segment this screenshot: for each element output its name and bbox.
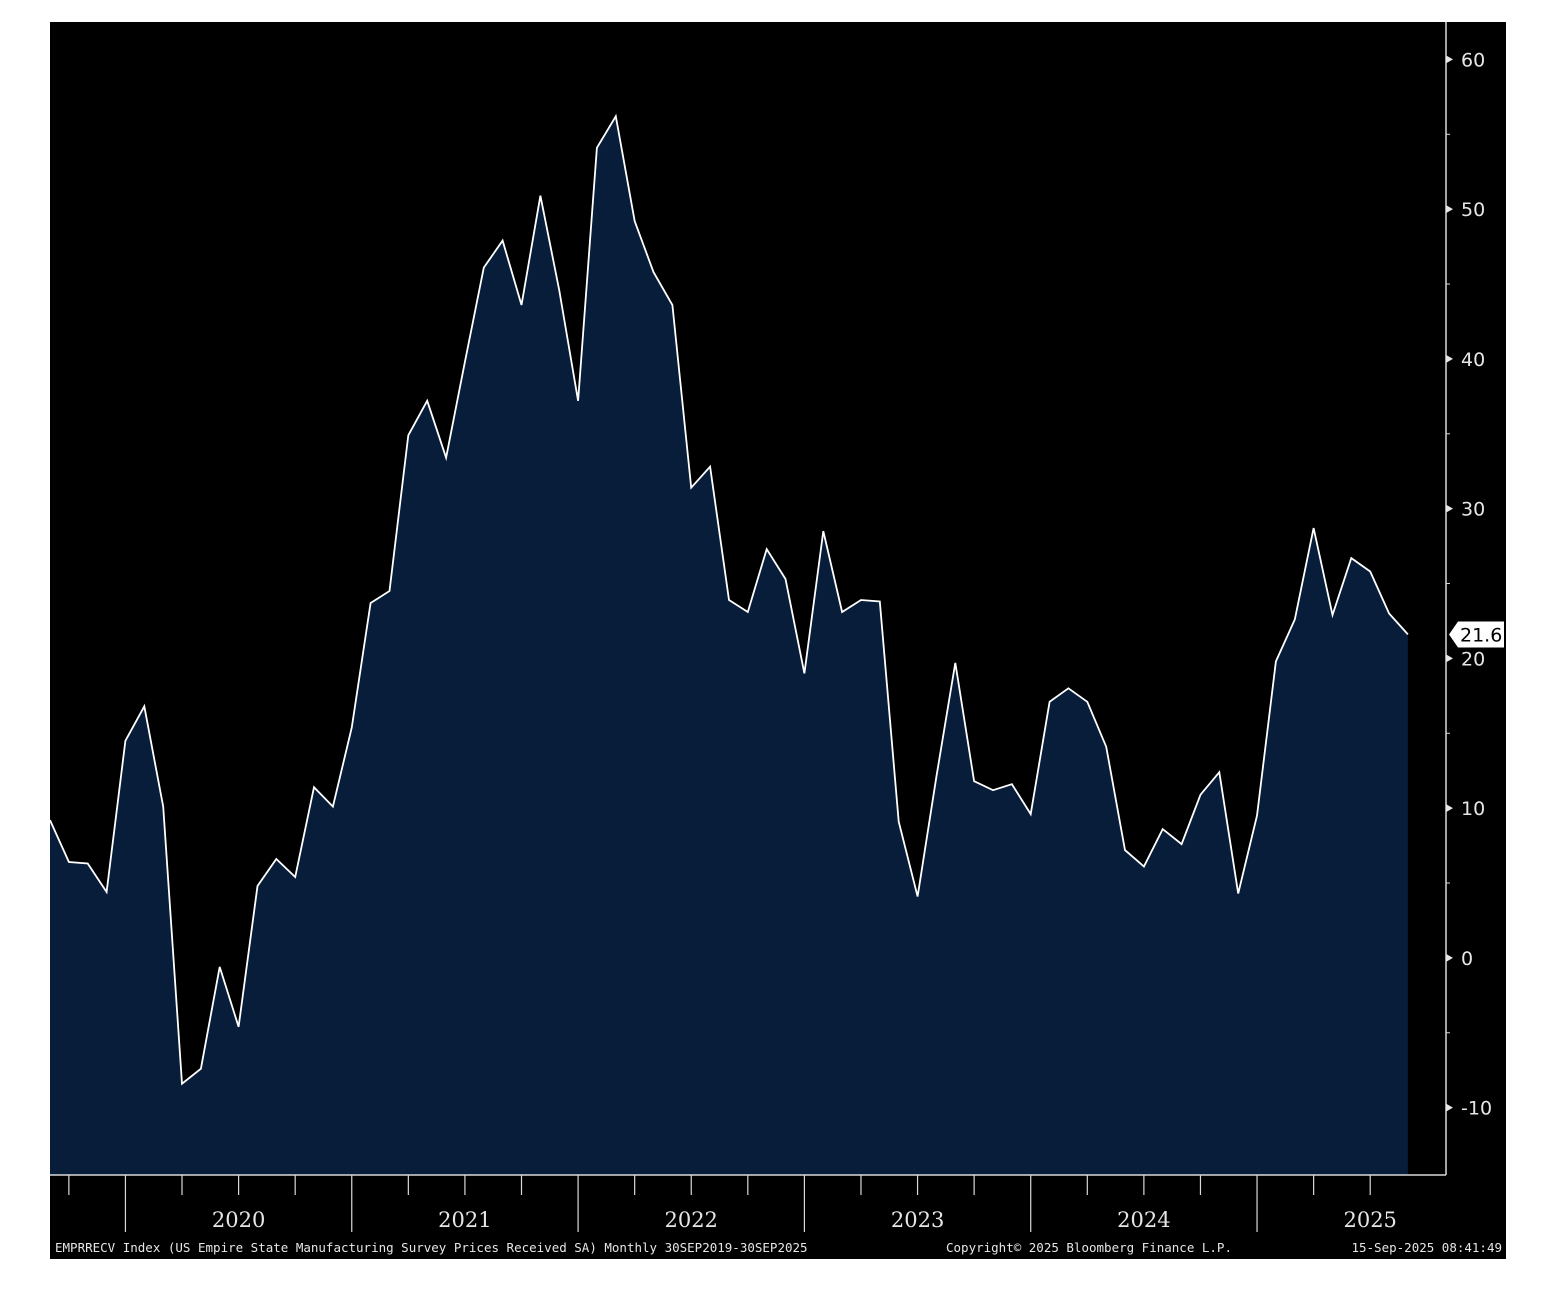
- x-tick-label-2022: 2022: [664, 1208, 717, 1232]
- y-tick-mark-30: [1446, 504, 1453, 513]
- plot-area: [49, 113, 1409, 1175]
- y-tick-mark-40: [1446, 354, 1453, 363]
- last-value-flag: [1449, 621, 1504, 648]
- x-tick-label-2025: 2025: [1343, 1208, 1396, 1232]
- y-tick-label-50: 50: [1461, 199, 1485, 221]
- last-value-label: 21.6: [1460, 624, 1502, 646]
- y-tick-label--10: -10: [1461, 1098, 1492, 1120]
- series-line: [49, 113, 1409, 1086]
- y-tick-mark-20: [1446, 654, 1453, 663]
- y-tick-label-20: 20: [1461, 648, 1485, 670]
- footer-timestamp: 15-Sep-2025 08:41:49: [1351, 1240, 1502, 1255]
- y-tick-label-10: 10: [1461, 798, 1485, 820]
- x-tick-label-2023: 2023: [891, 1208, 944, 1232]
- x-tick-label-2020: 2020: [212, 1208, 265, 1232]
- y-tick-label-60: 60: [1461, 49, 1485, 71]
- x-tick-label-2021: 2021: [438, 1208, 491, 1232]
- x-tick-label-2024: 2024: [1117, 1208, 1170, 1232]
- y-tick-mark-0: [1446, 953, 1453, 962]
- series-area: [50, 116, 1408, 1175]
- y-tick-label-40: 40: [1461, 349, 1485, 371]
- y-tick-mark-50: [1446, 205, 1453, 214]
- y-tick-mark-10: [1446, 804, 1453, 813]
- footer-description: EMPRRECV Index (US Empire State Manufact…: [55, 1240, 808, 1255]
- y-tick-label-30: 30: [1461, 499, 1485, 521]
- footer-copyright: Copyright© 2025 Bloomberg Finance L.P.: [946, 1240, 1232, 1255]
- y-tick-mark--10: [1446, 1103, 1453, 1112]
- axes: 60 50 40 30 20 10 0 -10 2020 2021 2022 2023 2024 2025…: [50, 22, 1504, 1232]
- y-tick-mark-60: [1446, 55, 1453, 64]
- y-tick-label-0: 0: [1461, 948, 1473, 970]
